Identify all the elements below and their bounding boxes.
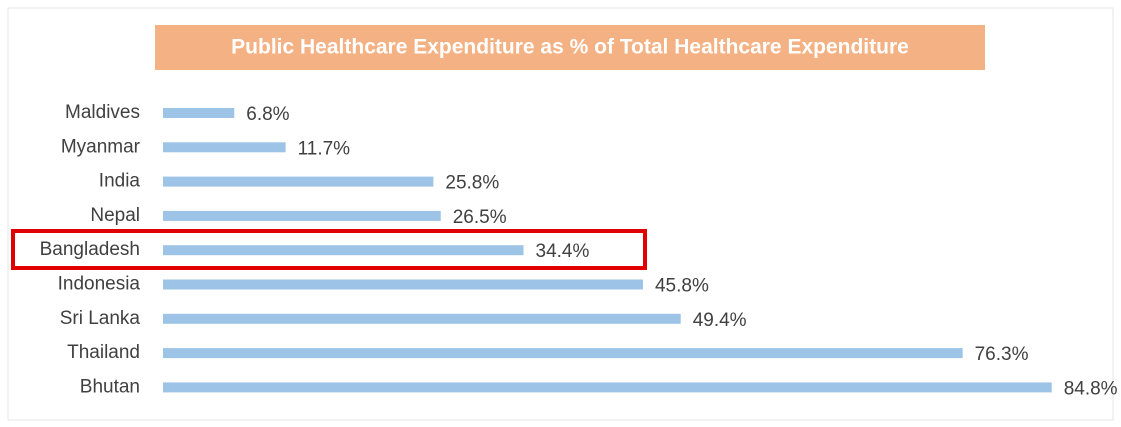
bar (163, 176, 434, 187)
highlight-box (11, 229, 647, 270)
category-label: Nepal (90, 205, 140, 226)
category-label: Indonesia (58, 274, 141, 295)
bar (163, 108, 235, 118)
data-label: 76.3% (975, 344, 1029, 365)
bar (163, 245, 524, 256)
category-label: India (99, 171, 141, 192)
data-label: 26.5% (453, 207, 507, 228)
data-label: 11.7% (298, 138, 351, 159)
title-background (155, 25, 985, 70)
data-label: 6.8% (246, 104, 289, 125)
category-label: Sri Lanka (60, 308, 141, 329)
data-label: 45.8% (655, 276, 709, 297)
bar (163, 382, 1052, 393)
bar (163, 210, 441, 221)
category-label: Bangladesh (40, 239, 140, 260)
data-label: 84.8% (1064, 378, 1118, 399)
bar (163, 142, 286, 153)
category-label: Thailand (67, 342, 140, 363)
category-label: Bhutan (80, 376, 140, 397)
chart-title: Public Healthcare Expenditure as % of To… (231, 36, 909, 59)
data-label: 25.8% (445, 173, 499, 194)
data-label: 34.4% (536, 241, 590, 262)
bar (163, 313, 681, 324)
data-label: 49.4% (693, 310, 747, 331)
category-label: Maldives (65, 102, 140, 123)
bar (163, 279, 643, 290)
category-label: Myanmar (61, 136, 141, 157)
bar (163, 348, 963, 359)
